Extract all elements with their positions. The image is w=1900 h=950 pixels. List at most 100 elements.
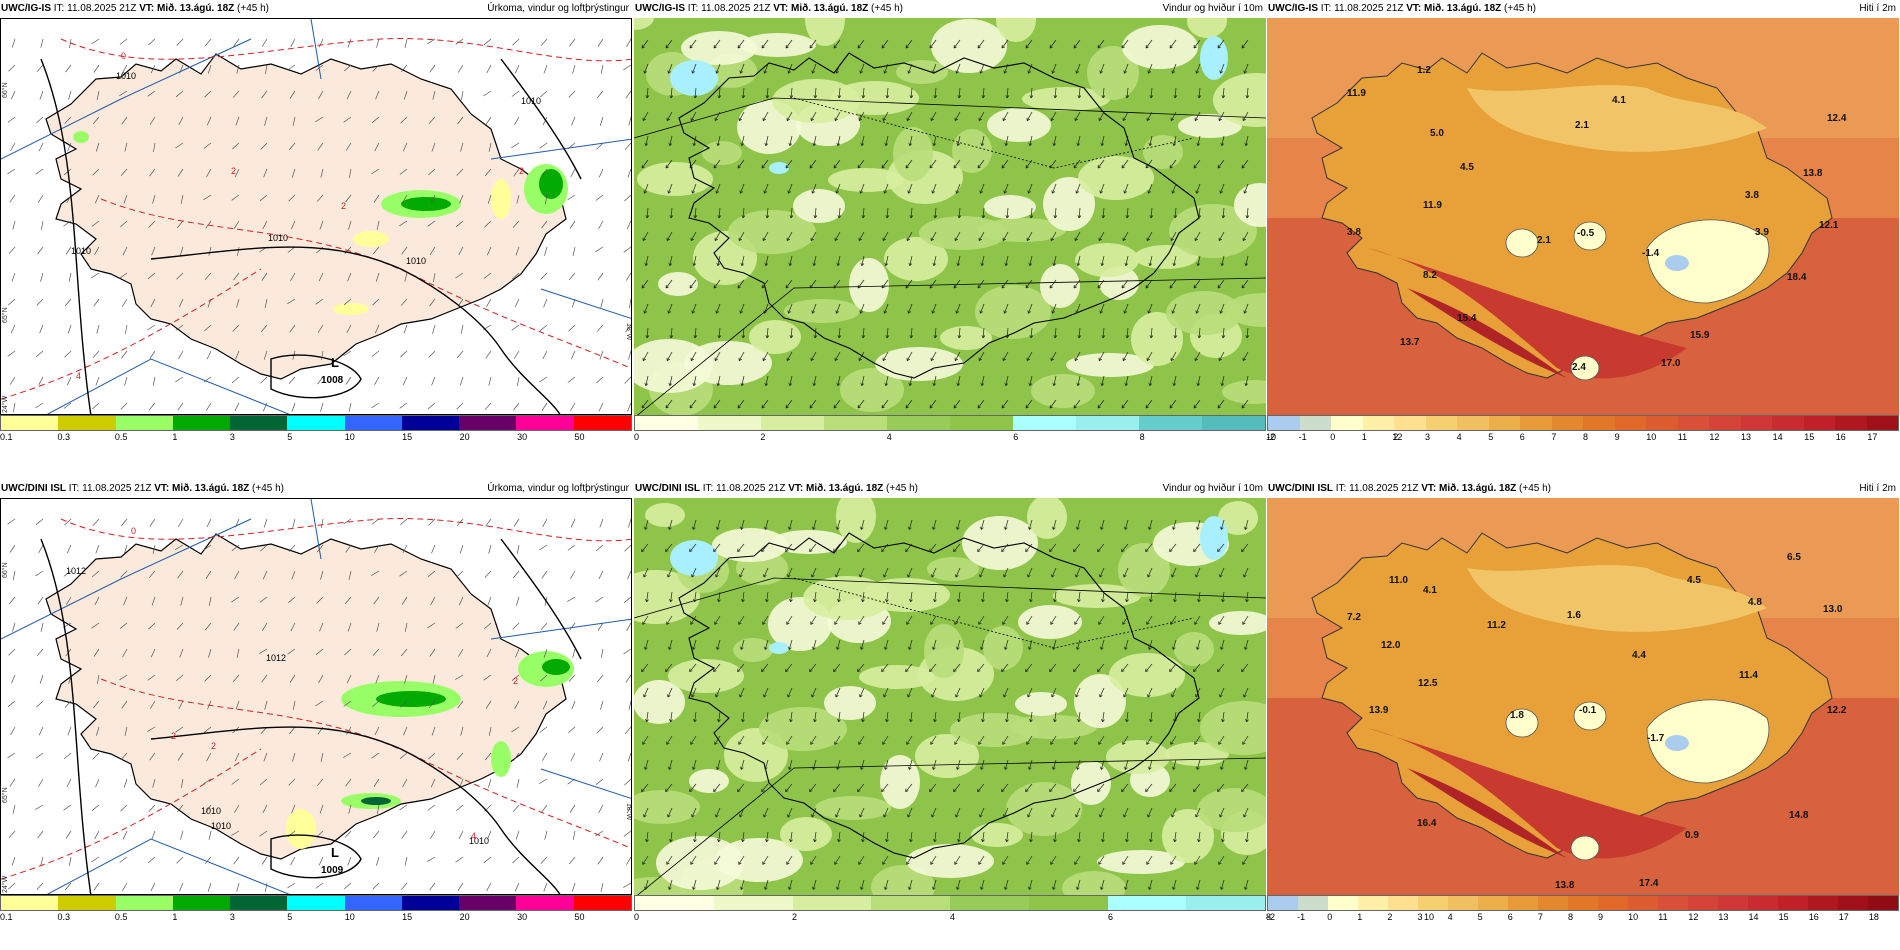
precip-map[interactable]: 1012 1012 1010 1010 1010 0 2 2 2 4 L 1009 66°N 6… [0, 498, 632, 895]
legend-label: 10 [1628, 912, 1639, 922]
legend-label: 18 [1868, 912, 1879, 922]
temperature-value: 13.9 [1369, 705, 1389, 716]
legend-swatch [115, 416, 173, 430]
legend-swatch [1835, 416, 1867, 430]
legend-label: 3 [229, 432, 235, 442]
legend-swatch [1598, 896, 1628, 910]
temperature-value: 12.4 [1827, 113, 1847, 124]
temperature-value: 2.1 [1537, 235, 1551, 246]
grid-label: 24°W [1, 875, 9, 893]
precip-map[interactable]: 1010 1010 1010 1010 1010 2 2 2 4 0 L 1008 66°N 6… [0, 18, 632, 415]
temperature-value: 8.2 [1423, 270, 1437, 281]
legend-swatch [573, 416, 631, 430]
temperature-value: 15.4 [1457, 313, 1477, 324]
legend-label: 0.5 [114, 432, 128, 442]
precip-panel: UWC/IG-IS IT: 11.08.2025 21Z VT: Mið. 13… [0, 0, 632, 470]
legend-label: 3 [1417, 912, 1423, 922]
legend-label: 4 [950, 912, 956, 922]
legend-swatch [1, 896, 59, 910]
isobar-line [40, 538, 92, 894]
legend-swatch [698, 416, 761, 430]
isotherm-label: 2 [519, 166, 524, 176]
model-name: UWC/IG-IS [635, 3, 685, 14]
isotherm-label: 4 [76, 371, 81, 381]
temperature-value: 18.4 [1787, 272, 1807, 283]
panel-title: Úrkoma, vindur og loftþrýstingur [487, 483, 629, 494]
coastline [45, 533, 567, 860]
temperature-value: 17.4 [1639, 878, 1659, 889]
legend-label: -2 [1267, 432, 1276, 442]
temperature-value: -0.5 [1577, 228, 1595, 239]
legend-swatch [516, 896, 574, 910]
grid-label: 18°W [625, 803, 632, 821]
legend-label: -1 [1297, 912, 1306, 922]
low-center [270, 354, 362, 399]
legend-swatch [1628, 896, 1658, 910]
temperature-map[interactable]: 6.5 11.0 4.1 4.5 7.2 4.8 1.6 13.0 11.2 12.0 4.4 11.… [1267, 498, 1899, 895]
legend-swatch [1299, 416, 1331, 430]
legend-label: 8 [1139, 432, 1145, 442]
color-legend: 0 2 4 6 8 10 12 [634, 415, 1402, 445]
legend-swatch [1778, 896, 1808, 910]
legend-label: 13 [1741, 432, 1752, 442]
legend-label: 16 [1835, 432, 1846, 442]
legend-swatch [1418, 896, 1448, 910]
legend-label: 20 [459, 912, 470, 922]
legend-label: 9 [1598, 912, 1604, 922]
legend-label: 4 [886, 432, 892, 442]
legend-label: 16 [1808, 912, 1819, 922]
isobar-label: 1010 [469, 836, 489, 846]
model-name: UWC/DINI ISL [1, 483, 66, 494]
temperature-value: 6.5 [1787, 552, 1801, 563]
legend-label: 12 [1709, 432, 1720, 442]
lead-time: (+45 h) [237, 3, 270, 14]
isobar-label: 1010 [268, 233, 288, 243]
lead-time: (+45 h) [252, 483, 285, 494]
init-time: 11.08.2025 21Z [1334, 3, 1404, 14]
legend-label: 5 [1477, 912, 1483, 922]
color-legend: -2 -1 0 1 2 3 4 5 6 7 8 9 10 11 12 13 14 15 16 17 [1267, 415, 1899, 445]
legend-label: 17 [1838, 912, 1849, 922]
legend-swatch [1538, 896, 1568, 910]
legend-label: 30 [517, 912, 528, 922]
temperature-value: 3.9 [1755, 227, 1769, 238]
model-name: UWC/DINI ISL [1268, 483, 1333, 494]
valid-time-label: VT: [1421, 483, 1437, 494]
legend-swatch [1709, 416, 1741, 430]
legend-swatch [1508, 896, 1538, 910]
grid-label: 24°W [1, 395, 9, 413]
temperature-value: 4.1 [1423, 585, 1437, 596]
valid-time: Mið. 13.ágú. 18Z [172, 483, 250, 494]
legend-label: 2 [760, 432, 766, 442]
temperature-map[interactable]: 11.9 1.2 5.0 4.1 12.4 2.1 4.5 13.8 11.9 3.8 3.8 2.1… [1267, 18, 1899, 415]
legend-label: 10 [1424, 912, 1435, 922]
temperature-value: 4.1 [1612, 95, 1626, 106]
wind-map[interactable] [634, 498, 1266, 895]
legend-swatch [1772, 416, 1804, 430]
temperature-value: 11.4 [1739, 670, 1758, 681]
legend-swatch [401, 416, 460, 430]
legend-label: 11 [1658, 912, 1668, 922]
legend-swatch [344, 896, 402, 910]
legend-label: 10 [344, 432, 355, 442]
legend-label: 0.5 [114, 912, 128, 922]
legend-label: 8 [1583, 432, 1589, 442]
valid-time-label: VT: [154, 483, 170, 494]
temperature-value: 13.7 [1400, 337, 1420, 348]
init-time: 11.08.2025 21Z [716, 483, 786, 494]
isobar-line [150, 726, 561, 894]
legend-label: 12 [1392, 432, 1403, 442]
temperature-value: -1.7 [1647, 733, 1665, 744]
panel-title: Hiti í 2m [1859, 3, 1896, 14]
legend-swatch [871, 896, 950, 910]
wind-barbs [7, 518, 631, 892]
isotherm-label: 2 [171, 731, 176, 741]
precip-map-svg: 1010 1010 1010 1010 1010 2 2 2 4 0 L 1008 66°N 6… [1, 19, 631, 414]
legend-swatch [1808, 896, 1838, 910]
legend-swatch [1583, 416, 1615, 430]
panel-title: Vindur og hviður í 10m [1162, 3, 1263, 14]
legend-swatch [1838, 896, 1868, 910]
wind-map[interactable] [634, 18, 1266, 415]
temperature-value: 11.9 [1347, 88, 1366, 99]
temperature-value: 2.4 [1572, 362, 1586, 373]
